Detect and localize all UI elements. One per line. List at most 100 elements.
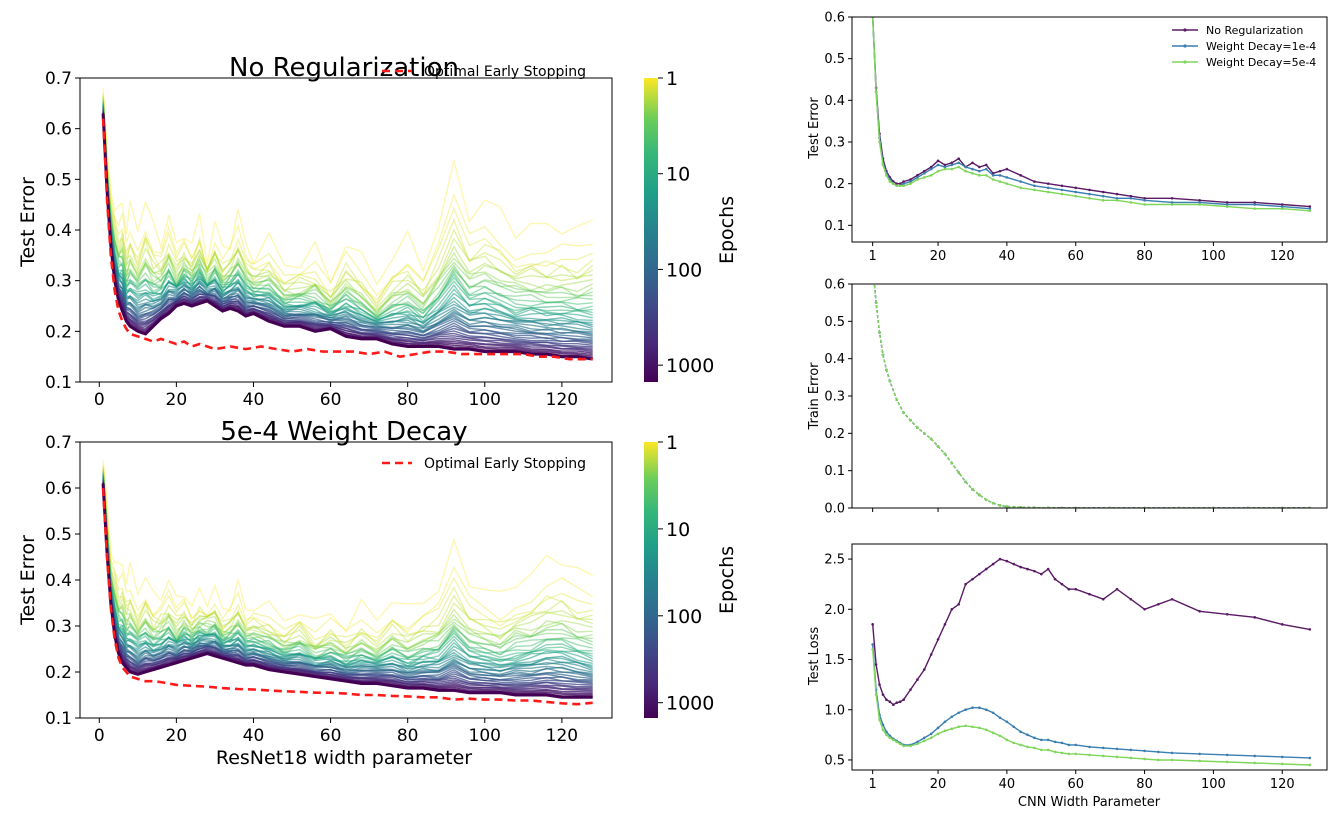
epoch-curve [102, 103, 593, 320]
data-point [1225, 203, 1229, 206]
data-point [1170, 751, 1174, 755]
y-axis-label: Test Loss [807, 627, 822, 686]
data-point [1280, 755, 1284, 759]
data-point [1280, 207, 1284, 210]
data-point [1067, 743, 1071, 747]
data-point [957, 725, 961, 729]
data-point [874, 301, 878, 304]
data-point [984, 567, 988, 571]
data-point [1143, 203, 1146, 206]
data-point [991, 562, 995, 566]
epoch-curve [102, 473, 593, 659]
x-tick-label: 100 [1201, 249, 1226, 264]
data-point [1046, 182, 1050, 185]
epoch-curve [102, 474, 593, 665]
data-point [998, 180, 1002, 183]
data-point [978, 493, 981, 497]
data-point [909, 744, 912, 748]
epoch-curve [102, 111, 593, 351]
chart-weight-decay-5e-4: 5e-4 Weight Decay 0 20 40 60 80 100 1200.10.20… [17, 417, 738, 769]
data-point [1198, 201, 1201, 204]
data-point [1074, 743, 1078, 747]
data-point [1046, 190, 1050, 194]
data-point [978, 726, 981, 730]
data-point [871, 264, 874, 267]
data-point [1046, 186, 1050, 190]
data-point [892, 738, 895, 742]
data-point [909, 180, 912, 183]
legend-label: Optimal Early Stopping [424, 64, 586, 80]
data-point [1280, 623, 1284, 626]
data-point [1225, 760, 1229, 764]
data-point [1088, 196, 1091, 200]
data-point [929, 167, 933, 171]
y-tick-label: 0.0 [824, 502, 845, 517]
y-axis-label: Test Error [17, 535, 39, 626]
data-point [1019, 174, 1022, 177]
data-point [1101, 190, 1105, 194]
epoch-curve [101, 113, 593, 361]
data-point [902, 180, 905, 183]
data-point [909, 688, 912, 691]
data-point [885, 698, 888, 701]
data-point [991, 731, 995, 735]
data-point [1157, 750, 1160, 754]
data-point [1088, 753, 1091, 757]
data-point [929, 732, 933, 736]
data-point [881, 693, 885, 696]
y-tick-label: 1.0 [824, 703, 845, 718]
data-point [1115, 196, 1119, 200]
y-tick-label: 1.5 [824, 653, 845, 668]
colorbar-label: Epochs [716, 196, 738, 264]
y-tick-label: 0.6 [45, 120, 72, 140]
data-point [1129, 748, 1133, 752]
data-point [922, 739, 926, 743]
data-point [998, 716, 1002, 720]
data-point [871, 264, 874, 267]
data-point [1060, 741, 1064, 745]
data-point [898, 742, 902, 746]
data-point [1033, 746, 1036, 750]
x-tick-label: 100 [469, 390, 501, 410]
data-point [1033, 184, 1036, 188]
epoch-curve [102, 94, 593, 301]
legend-label: Weight Decay=1e-4 [1206, 40, 1316, 53]
data-point [971, 725, 974, 729]
data-point [1170, 201, 1174, 204]
data-point [1060, 188, 1064, 192]
data-point [1088, 188, 1091, 192]
x-tick-label: 60 [320, 390, 342, 410]
data-point [971, 167, 974, 171]
data-point [936, 726, 940, 730]
data-point [909, 178, 912, 181]
epoch-curve [102, 476, 593, 667]
epoch-curve [102, 478, 593, 675]
legend: No Regularization Weight Decay=1e-4 Weight… [1172, 24, 1316, 69]
series-line [873, 284, 1310, 508]
epoch-curve [102, 101, 593, 316]
epoch-curve [102, 99, 593, 313]
data-point [950, 167, 954, 171]
x-tick-label: 1 [869, 777, 877, 792]
data-point [936, 169, 940, 173]
colorbar: 1 10 100 1000 Epochs [644, 68, 738, 382]
y-tick-label: 0.1 [45, 709, 72, 729]
data-point [998, 557, 1002, 561]
x-tick-label: 1 [869, 249, 877, 264]
data-point [902, 411, 905, 415]
epoch-curve [102, 475, 593, 664]
data-point [1053, 577, 1057, 581]
curves [101, 88, 594, 361]
epoch-curve [102, 472, 593, 656]
epoch-curve [102, 98, 593, 311]
data-point [929, 653, 933, 656]
data-point [895, 701, 899, 705]
data-point [902, 184, 905, 188]
x-tick-label: 40 [243, 390, 265, 410]
legend-label: No Regularization [1206, 24, 1303, 37]
epoch-curve [102, 466, 593, 647]
data-point [991, 711, 995, 715]
epoch-curve [102, 100, 594, 316]
y-tick-label: 0.1 [824, 464, 845, 479]
data-point [916, 174, 919, 177]
